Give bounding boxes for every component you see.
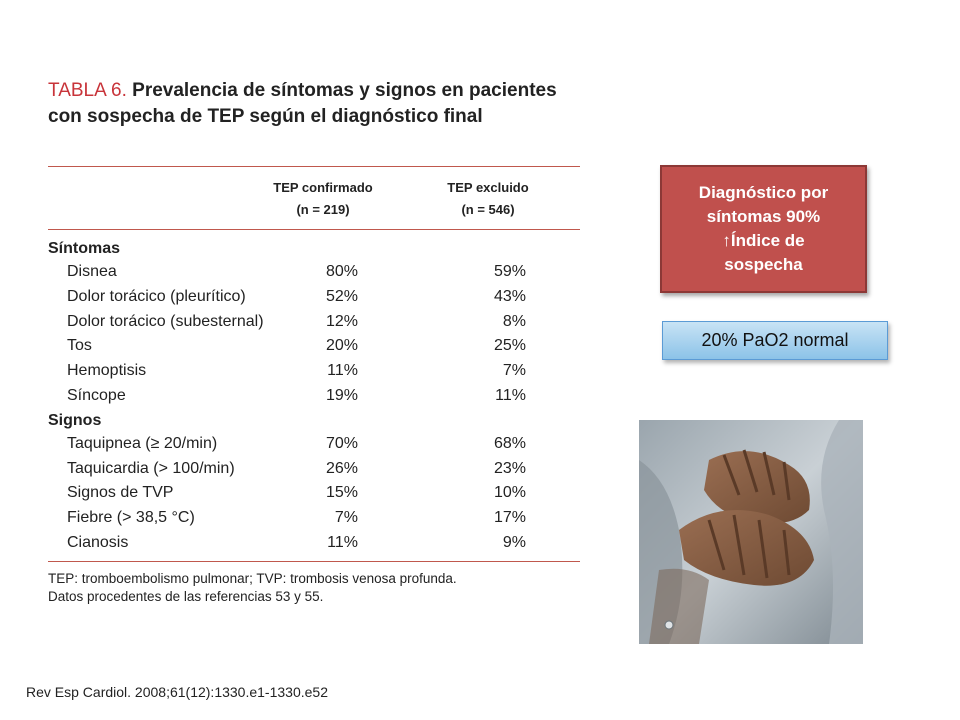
callout-line: síntomas 90% (706, 207, 821, 226)
row-value-excluido: 7% (502, 362, 526, 379)
row-label: Disnea (67, 263, 117, 280)
table-row: Signos de TVP 15% 10% (48, 481, 580, 505)
callout-line: Diagnóstico por (698, 183, 829, 202)
wrist-shadow (649, 568, 709, 644)
row-value-confirmado: 52% (325, 288, 358, 305)
footnote-line: TEP: tromboembolismo pulmonar; TVP: trom… (48, 571, 457, 586)
row-value-confirmado: 70% (325, 435, 358, 452)
row-value-excluido: 59% (493, 263, 526, 280)
row-value-excluido: 11% (495, 387, 526, 404)
table-row: Taquipnea (≥ 20/min) 70% 68% (48, 432, 580, 456)
table-row: Taquicardia (> 100/min) 26% 23% (48, 457, 580, 481)
column-header-confirmado: TEP confirmado (n = 219) (258, 177, 388, 221)
row-value-excluido: 8% (502, 313, 526, 330)
pao2-callout-box: 20% PaO2 normal (662, 321, 888, 360)
table-row: Dolor torácico (pleurítico) 52% 43% (48, 285, 580, 309)
footnote-line: Datos procedentes de las referencias 53 … (48, 589, 324, 604)
row-value-confirmado: 26% (325, 460, 358, 477)
table-row: Cianosis 11% 9% (48, 531, 580, 555)
row-label: Dolor torácico (pleurítico) (67, 288, 246, 305)
row-value-confirmado: 19% (325, 387, 358, 404)
column-header-line1: TEP excluido (447, 180, 529, 195)
section-heading-signos: Signos (48, 412, 102, 429)
citation: Rev Esp Cardiol. 2008;61(12):1330.e1-133… (26, 684, 328, 700)
row-label: Fiebre (> 38,5 °C) (67, 509, 195, 526)
row-label: Tos (67, 337, 92, 354)
chest-pain-photo (639, 420, 863, 644)
table-row: Hemoptisis 11% 7% (48, 359, 580, 383)
row-value-excluido: 17% (493, 509, 526, 526)
row-label: Cianosis (67, 534, 129, 551)
row-value-excluido: 9% (502, 534, 526, 551)
right-sleeve (821, 420, 863, 644)
row-label: Síncope (67, 387, 126, 404)
callout-line: sospecha (724, 255, 803, 274)
table-title: TABLA 6. Prevalencia de síntomas y signo… (48, 78, 588, 130)
row-value-confirmado: 11% (327, 534, 358, 551)
row-label: Taquipnea (≥ 20/min) (67, 435, 218, 452)
row-value-confirmado: 11% (327, 362, 358, 379)
section-heading-sintomas: Síntomas (48, 240, 121, 257)
table-header-rule (48, 229, 580, 230)
row-label: Taquicardia (> 100/min) (67, 460, 235, 477)
row-value-excluido: 10% (493, 484, 526, 501)
table-footnote: TEP: tromboembolismo pulmonar; TVP: trom… (48, 570, 457, 606)
table-row: Síncope 19% 11% (48, 384, 580, 408)
table-bottom-rule (48, 561, 580, 562)
table-number: TABLA 6. (48, 80, 127, 101)
row-label: Signos de TVP (67, 484, 174, 501)
column-header-excluido: TEP excluido (n = 546) (428, 177, 548, 221)
diagnosis-callout-box: Diagnóstico por síntomas 90% ↑Índice de … (660, 165, 867, 293)
column-header-line2: (n = 219) (296, 202, 350, 217)
row-label: Dolor torácico (subesternal) (67, 313, 264, 330)
column-header-line1: TEP confirmado (273, 180, 373, 195)
table-row: Tos 20% 25% (48, 334, 580, 358)
row-value-excluido: 43% (493, 288, 526, 305)
column-header-line2: (n = 546) (461, 202, 515, 217)
row-value-confirmado: 7% (334, 509, 358, 526)
table-row: Disnea 80% 59% (48, 260, 580, 284)
fingers-lower (707, 514, 791, 579)
row-value-excluido: 68% (493, 435, 526, 452)
cuff-button (664, 620, 674, 630)
row-value-confirmado: 80% (325, 263, 358, 280)
table-row: Fiebre (> 38,5 °C) 7% 17% (48, 506, 580, 530)
row-value-confirmado: 12% (325, 313, 358, 330)
table-title-text: Prevalencia de síntomas y signos en paci… (48, 80, 557, 127)
row-value-confirmado: 15% (325, 484, 358, 501)
fingers-upper (722, 449, 791, 501)
row-value-confirmado: 20% (325, 337, 358, 354)
table-top-rule (48, 166, 580, 167)
row-label: Hemoptisis (67, 362, 147, 379)
row-value-excluido: 23% (493, 460, 526, 477)
row-value-excluido: 25% (493, 337, 526, 354)
table-row: Dolor torácico (subesternal) 12% 8% (48, 310, 580, 334)
callout-line: ↑Índice de (722, 231, 805, 250)
